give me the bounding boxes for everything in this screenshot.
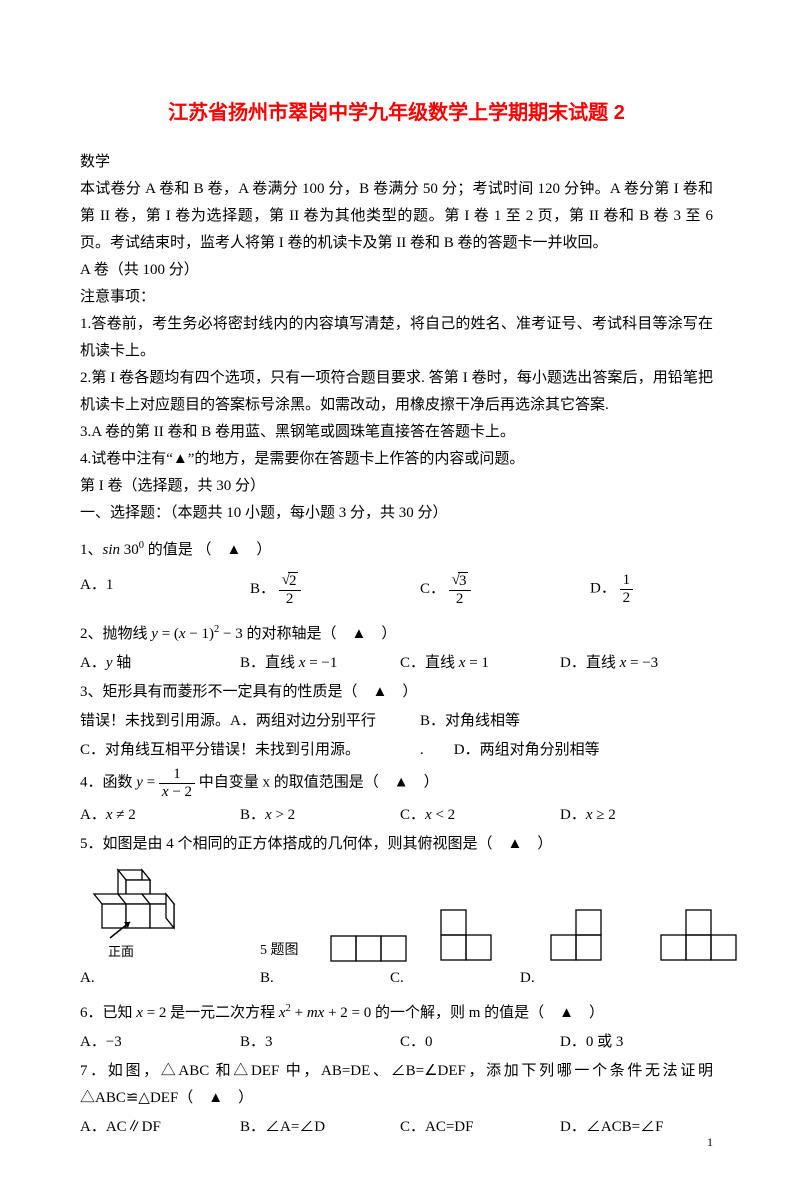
part1-title: 第 I 卷（选择题，共 30 分） — [80, 473, 713, 500]
q4-stem: 4．函数 y = 1x − 2 中自变量 x 的取值范围是（ ▲ ） — [80, 766, 713, 800]
notice-title: 注意事项： — [80, 284, 713, 311]
q4-opt-c: C．x < 2 — [400, 802, 560, 829]
q4-opt-a: A．x ≠ 2 — [80, 802, 240, 829]
q7-opt-c: C．AC=DF — [400, 1114, 560, 1141]
q5-opt-c: C. — [390, 965, 520, 992]
q2-options: A．y 轴 B．直线 x = −1 C．直线 x = 1 D．直线 x = −3 — [80, 650, 713, 677]
q5-choice-b-fig — [440, 909, 550, 963]
q7-opt-b: B．∠A=∠D — [240, 1114, 400, 1141]
notice-4: 4.试卷中注有“▲”的地方，是需要你在答题卡上作答的内容或问题。 — [80, 446, 713, 473]
q4-opt-d: D．x ≥ 2 — [560, 802, 713, 829]
q1-opt-a: A．1 — [80, 572, 250, 607]
q2-opt-d: D．直线 x = −3 — [560, 650, 713, 677]
notice-3: 3.A 卷的第 II 卷和 B 卷用蓝、黑钢笔或圆珠笔直接答在答题卡上。 — [80, 419, 713, 446]
q1-stem: 1、sin 300 的值是 （ ▲ ） — [80, 537, 713, 564]
solid-icon — [80, 862, 190, 940]
q7-opt-a: A．AC∥DF — [80, 1114, 240, 1141]
page-number: 1 — [707, 1132, 713, 1154]
q5-caption: 5 题图 — [260, 938, 330, 963]
q7-options: A．AC∥DF B．∠A=∠D C．AC=DF D．∠ACB=∠F — [80, 1114, 713, 1141]
t2-shape-icon — [660, 909, 738, 963]
q1-opt-c: C． 32 — [420, 572, 590, 607]
tri-row-icon — [330, 935, 408, 963]
q6-opt-a: A．−3 — [80, 1029, 240, 1056]
q1-options: A．1 B． 22 C． 32 D． 12 — [80, 572, 713, 607]
notice-1: 1.答卷前，考生务必将密封线内的内容填写清楚，将自己的姓名、准考证号、考试科目等… — [80, 311, 713, 365]
q3-line3: C．对角线互相平分错误！未找到引用源。 . D．两组对角分别相等 — [80, 737, 713, 764]
notice-2: 2.第 I 卷各题均有四个选项，只有一项符合题目要求. 答第 I 卷时，每小题选… — [80, 365, 713, 419]
q5-choice-a-fig — [330, 935, 440, 963]
q3-opt-c: C．对角线互相平分错误！未找到引用源。 — [80, 737, 420, 764]
page-title: 江苏省扬州市翠岗中学九年级数学上学期期末试题 2 — [80, 95, 713, 131]
q2-opt-a: A．y 轴 — [80, 650, 240, 677]
q5-front-label: 正面 — [108, 940, 260, 963]
q1-opt-b: B． 22 — [250, 572, 420, 607]
q5-opt-a: A. — [80, 965, 260, 992]
intro-paragraph: 本试卷分 A 卷和 B 卷，A 卷满分 100 分，B 卷满分 50 分；考试时… — [80, 176, 713, 257]
q5-opt-d: D. — [520, 965, 713, 992]
q6-stem: 6．已知 x = 2 是一元二次方程 x2 + mx + 2 = 0 的一个解，… — [80, 1000, 713, 1027]
t-shape-icon — [550, 909, 604, 963]
q5-solid-figure: 正面 — [80, 862, 260, 963]
q5-choice-c-fig — [550, 909, 660, 963]
q4-options: A．x ≠ 2 B．x > 2 C．x < 2 D．x ≥ 2 — [80, 802, 713, 829]
q3-stem: 3、矩形具有而菱形不一定具有的性质是（ ▲ ） — [80, 679, 713, 706]
q6-options: A．−3 B．3 C．0 D．0 或 3 — [80, 1029, 713, 1056]
q5-opt-b: B. — [260, 965, 390, 992]
q5-choice-d-fig — [660, 909, 738, 963]
section1-title: 一、选择题：（本题共 10 小题，每小题 3 分，共 30 分） — [80, 500, 713, 527]
q4-opt-b: B．x > 2 — [240, 802, 400, 829]
q1-pre: 1、 — [80, 542, 103, 558]
exam-page: 江苏省扬州市翠岗中学九年级数学上学期期末试题 2 数学 本试卷分 A 卷和 B … — [0, 0, 793, 1183]
q6-opt-d: D．0 或 3 — [560, 1029, 713, 1056]
q6-opt-c: C．0 — [400, 1029, 560, 1056]
q5-figure-row: 正面 5 题图 — [80, 862, 713, 963]
q3-line2: 错误！未找到引用源。A．两组对边分别平行 B．对角线相等 — [80, 708, 713, 735]
q2-opt-c: C．直线 x = 1 — [400, 650, 560, 677]
q1-opt-d: D． 12 — [590, 572, 713, 607]
q7-stem: 7．如图，△ABC 和△DEF 中，AB=DE、∠B=∠DEF，添加下列哪一个条… — [80, 1058, 713, 1112]
q1-post: 的值是 （ ▲ ） — [144, 542, 271, 558]
q5-options: A. B. C. D. — [80, 965, 713, 992]
l-shape-icon — [440, 909, 494, 963]
q2-stem: 2、抛物线 y = (x − 1)2 − 3 的对称轴是（ ▲ ） — [80, 621, 713, 648]
q6-opt-b: B．3 — [240, 1029, 400, 1056]
q5-stem: 5．如图是由 4 个相同的正方体搭成的几何体，则其俯视图是（ ▲ ） — [80, 831, 713, 858]
q3-opt-b: B．对角线相等 — [420, 708, 713, 735]
q3-opt-a: 错误！未找到引用源。A．两组对边分别平行 — [80, 708, 420, 735]
q3-opt-d: . D．两组对角分别相等 — [420, 737, 713, 764]
subject-label: 数学 — [80, 149, 713, 176]
a-section-title: A 卷（共 100 分） — [80, 257, 713, 284]
q2-opt-b: B．直线 x = −1 — [240, 650, 400, 677]
q7-opt-d: D．∠ACB=∠F — [560, 1114, 713, 1141]
